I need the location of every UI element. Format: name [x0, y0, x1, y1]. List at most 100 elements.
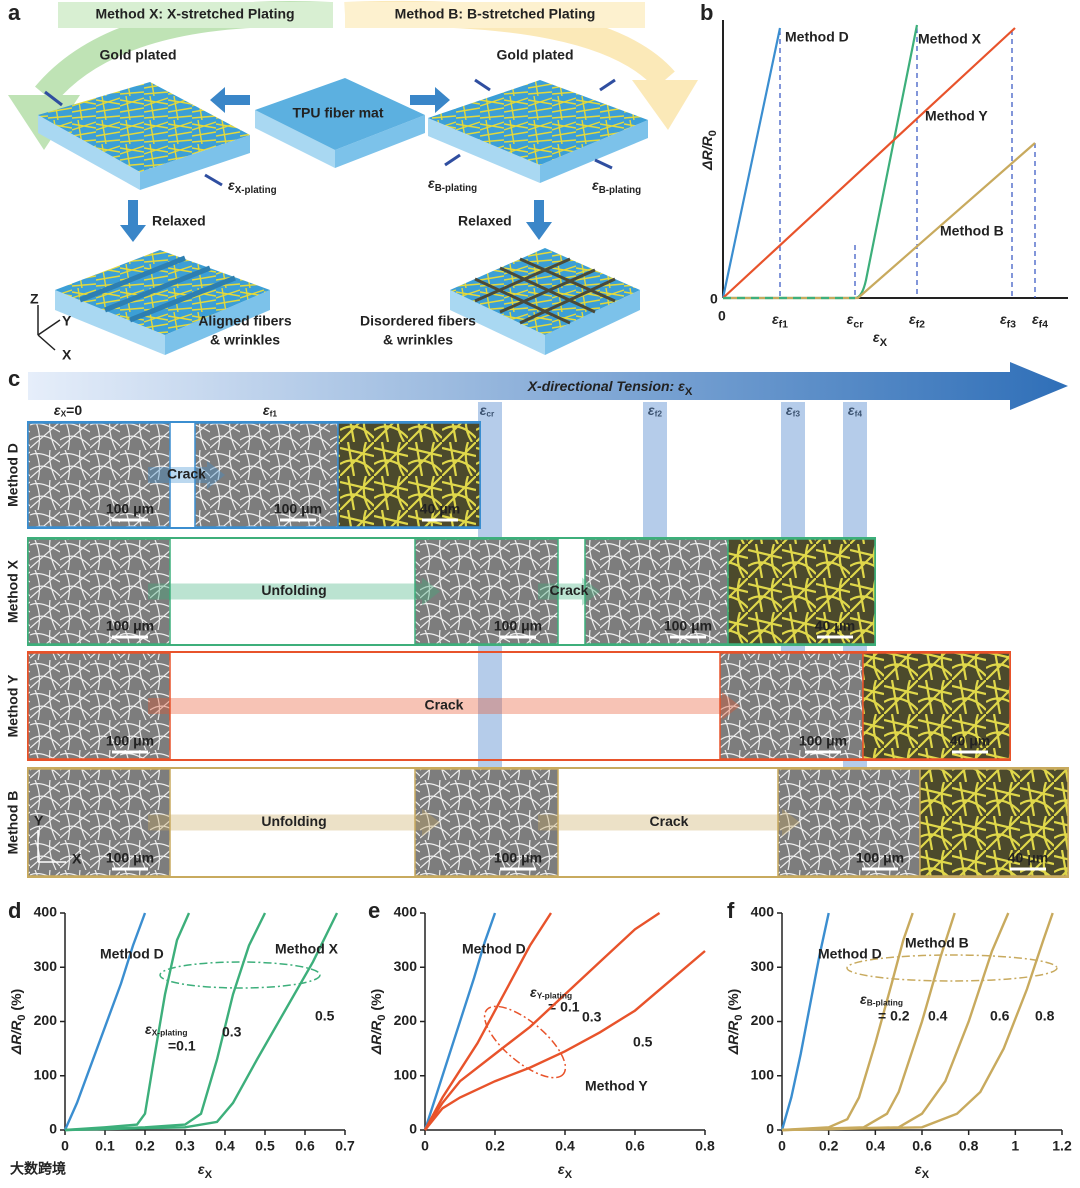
x-axis-label: εX [198, 1161, 213, 1181]
micrograph [27, 768, 171, 877]
series-label: 0.5 [315, 1008, 335, 1024]
x-tick-label: 0.3 [175, 1138, 195, 1154]
strain-label-main: ε [648, 402, 655, 418]
curve [781, 912, 1054, 1132]
series-label: = 0.2 [878, 1008, 910, 1024]
scale-bar-label: 100 μm [274, 501, 322, 517]
arrow-label: Unfolding [261, 582, 326, 598]
panel-label: f [727, 898, 735, 923]
arrow-label: Crack [425, 697, 464, 713]
scale-bar-label: 100 μm [856, 850, 904, 866]
origin-label: 0 [718, 308, 726, 324]
y-axis-label-tail: (%) [725, 989, 741, 1015]
y-axis-label: ΔR/R0 (%) [8, 989, 28, 1055]
x-axis-label-sub: X [565, 1169, 573, 1181]
strain-label: εf4 [1032, 311, 1048, 331]
process-arrow [148, 577, 440, 606]
strain-label-sub: B-plating [599, 185, 641, 196]
x-tick-label: 0.4 [866, 1138, 886, 1154]
panel-label: a [8, 0, 21, 25]
curve [780, 912, 830, 1131]
mat-center [255, 78, 425, 168]
x-tick-label: 0.2 [819, 1138, 839, 1154]
strain-label: εX=0 [54, 402, 82, 419]
param-label-main: ε [145, 1021, 152, 1037]
y-tick-label: 300 [394, 958, 418, 974]
strain-label: εf2 [648, 402, 662, 419]
curve-label: Method X [918, 31, 982, 47]
process-arrow [538, 577, 600, 606]
group-label: Method B [905, 935, 969, 951]
x-axis-label-sub: X [922, 1169, 930, 1181]
strain-label-sub: X-plating [235, 185, 277, 196]
x-tick-label: 0.6 [295, 1138, 315, 1154]
strain-label-sub: f4 [855, 409, 863, 419]
strain-label-tail: =0 [66, 402, 82, 418]
tension-title-sub: X [685, 386, 693, 398]
y-axis-label: ΔR/R0 (%) [725, 989, 745, 1055]
y-tick-label: 300 [34, 958, 58, 974]
param-label-sub: Y-plating [537, 991, 572, 1001]
y-tick-label: 400 [394, 904, 418, 920]
strain-label-main: ε [786, 402, 793, 418]
b-dashed [779, 28, 1036, 298]
y-axis-label-tail: (%) [368, 989, 384, 1015]
y-tick-label: 300 [751, 958, 775, 974]
strain-label-sub: B-plating [435, 183, 477, 194]
x-tick-label: 0 [421, 1138, 429, 1154]
strain-label: εf3 [786, 402, 800, 419]
method-title: Method X: X-stretched Plating [95, 6, 294, 22]
tension-title-main: X-directional Tension: ε [527, 378, 685, 394]
curve-label: Method D [785, 29, 849, 45]
param-label: εB-plating [860, 991, 903, 1008]
arrow-label: Unfolding [261, 813, 326, 829]
strain-label-sub: f2 [916, 318, 925, 330]
label: Relaxed [458, 213, 512, 229]
strain-label-sub: cr [486, 409, 495, 419]
arrow-label: Crack [167, 466, 206, 482]
y-axis-label-sub: 0 [707, 130, 719, 136]
strain-label-main: ε [228, 177, 235, 193]
y-tick-label: 400 [751, 904, 775, 920]
x-tick-label: 0.7 [335, 1138, 355, 1154]
strain-label: εf1 [263, 402, 277, 419]
strain-label: εf4 [848, 402, 862, 419]
x-axis-label-main: ε [198, 1161, 205, 1177]
label: Relaxed [152, 213, 206, 229]
group-label: Method Y [585, 1078, 648, 1094]
x-axis-label-sub: X [880, 337, 888, 349]
series-label: Method D [818, 946, 882, 962]
y-axis-label-main: ΔR/R [8, 1020, 24, 1055]
scale-bar-label: 100 μm [494, 618, 542, 634]
x-axis-label-main: ε [873, 329, 880, 345]
micrograph [719, 652, 864, 760]
watermark: 大数跨境 [10, 1161, 66, 1177]
label: Gold plated [100, 47, 177, 63]
strain-label-sub: X [61, 409, 67, 419]
strain-label-main: ε [592, 177, 599, 193]
curve [781, 912, 914, 1132]
x-tick-label: 0.5 [255, 1138, 275, 1154]
micrograph [337, 422, 481, 528]
y-tick-label: 200 [394, 1012, 418, 1028]
micrograph [414, 538, 559, 645]
scale-bar-label: 40 μm [815, 618, 855, 634]
series-label: =0.1 [168, 1038, 196, 1054]
series-label: 0.4 [928, 1008, 948, 1024]
y-tick-label: 0 [409, 1121, 417, 1137]
process-arrow [538, 808, 800, 837]
curve [64, 912, 339, 1132]
strain-label-sub: f3 [793, 409, 801, 419]
series-label: 0.3 [222, 1024, 242, 1040]
micrograph [194, 422, 339, 528]
curve-label: Method B [940, 223, 1004, 239]
panel-label: e [368, 898, 380, 923]
x-tick-label: 0.8 [695, 1138, 715, 1154]
micrograph [27, 652, 171, 760]
strain-bar [643, 402, 667, 538]
label: TPU fiber mat [292, 105, 383, 121]
scale-bar-label: 40 μm [1008, 850, 1048, 866]
micrograph [27, 422, 171, 528]
y-axis-label-main: ΔR/R [725, 1020, 741, 1055]
row-label: Method Y [5, 674, 21, 737]
